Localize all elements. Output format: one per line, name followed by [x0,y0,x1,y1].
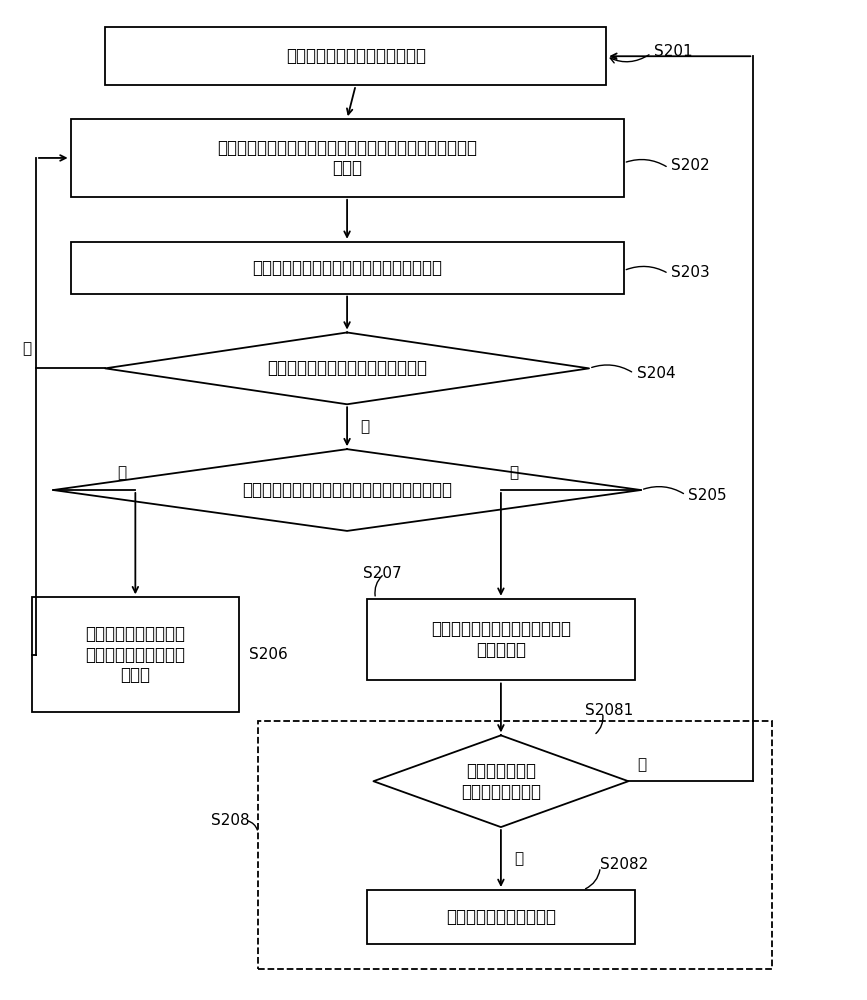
Text: S206: S206 [250,647,288,662]
Text: 降低除湿机的压缩机频
率，并增加除湿机的风
机转速: 降低除湿机的压缩机频 率，并增加除湿机的风 机转速 [85,625,186,684]
FancyBboxPatch shape [105,27,606,85]
Text: 获取蒸发器的温度与露点温度之
间的温度差: 获取蒸发器的温度与露点温度之 间的温度差 [431,620,570,659]
Text: S202: S202 [671,158,710,173]
Text: 检测除湿机中环境干球温度、相对湿度以及除湿机中蒸发器
的温度: 检测除湿机中环境干球温度、相对湿度以及除湿机中蒸发器 的温度 [217,139,477,177]
Text: S2081: S2081 [585,703,634,718]
Text: 根据环境干球温度和相对湿度计算露点温度: 根据环境干球温度和相对湿度计算露点温度 [252,259,442,277]
Text: 控制除湿机以预设状态进行运行: 控制除湿机以预设状态进行运行 [286,47,426,65]
Text: 是: 是 [118,466,127,481]
Text: S203: S203 [671,265,710,280]
Text: 否: 否 [23,341,31,356]
Text: 否: 否 [510,466,518,481]
Text: 增加除湿机的压缩机频率: 增加除湿机的压缩机频率 [446,908,556,926]
Text: 是: 是 [360,419,369,434]
Text: S201: S201 [654,44,693,59]
FancyBboxPatch shape [70,119,623,197]
Text: 判断蒸发器的温度是否小于或等于第二预设阈值: 判断蒸发器的温度是否小于或等于第二预设阈值 [242,481,452,499]
FancyBboxPatch shape [31,597,239,712]
Text: 是: 是 [514,851,523,866]
Text: S207: S207 [362,566,401,581]
Text: 判断露点温度是否大于第一预设阈值: 判断露点温度是否大于第一预设阈值 [267,359,427,377]
Text: 否: 否 [637,757,646,772]
Text: 判断温度差是否
大于第三预设阈值: 判断温度差是否 大于第三预设阈值 [461,762,541,801]
Text: S204: S204 [636,366,675,381]
Text: S2082: S2082 [600,857,649,872]
Text: S208: S208 [211,813,249,828]
FancyBboxPatch shape [367,599,635,680]
Text: S205: S205 [688,488,727,503]
FancyBboxPatch shape [70,242,623,294]
FancyBboxPatch shape [367,890,635,944]
